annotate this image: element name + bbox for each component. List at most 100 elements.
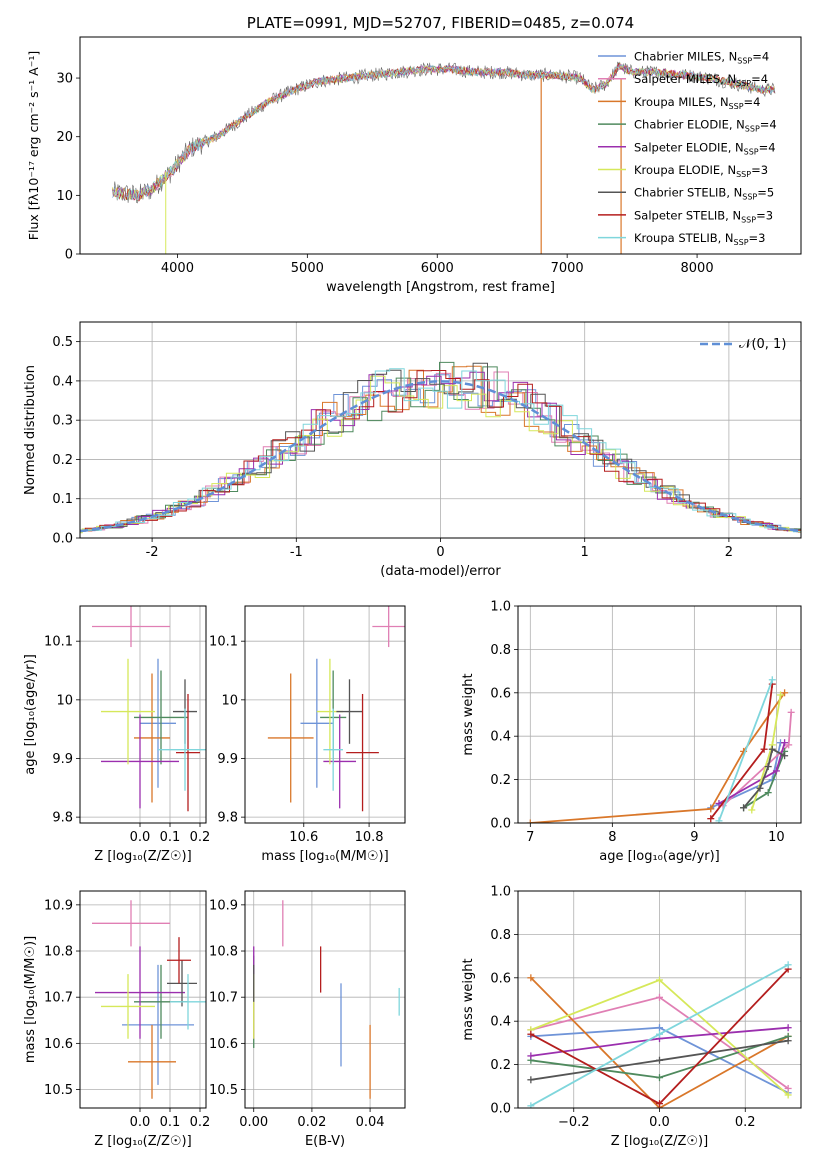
x-tick-label: 10.8 — [355, 830, 384, 845]
legend-label-sub: SSP — [736, 79, 751, 88]
y-tick-label: 0.4 — [490, 730, 511, 745]
legend-label: Salpeter STELIB, NSSP=3 — [634, 208, 773, 224]
axes-frame — [517, 890, 802, 1109]
x-tick-label: 10.6 — [289, 830, 318, 845]
y-tick-label: 0.0 — [490, 1102, 511, 1117]
x-axis-label: age [log₁₀(age/yr)] — [599, 849, 720, 864]
legend-label: Kroupa STELIB, NSSP=3 — [634, 231, 765, 247]
y-tick-label: 10.7 — [44, 991, 73, 1006]
y-tick-label: 10.1 — [44, 635, 73, 650]
legend-label-name: Chabrier MILES, N — [634, 50, 737, 64]
y-axis-label: Normed distribution — [23, 365, 38, 495]
y-tick-label: 10.6 — [44, 1037, 73, 1052]
plot-area-age-vs-mass — [267, 606, 405, 812]
x-tick-label: 6000 — [421, 261, 454, 276]
y-tick-label: 0.3 — [52, 414, 73, 429]
plot-area-mass-vs-EBV — [253, 900, 400, 1099]
y-tick-label: 10 — [56, 189, 73, 204]
y-tick-label: 10.9 — [44, 898, 73, 913]
x-tick-label: 7000 — [551, 261, 584, 276]
x-axis-label: mass [log₁₀(M/M☉)] — [261, 849, 388, 864]
axes-frame — [79, 890, 207, 1109]
y-tick-label: 10 — [221, 693, 238, 708]
x-axis-label: wavelength [Angstrom, rest frame] — [326, 280, 555, 295]
y-tick-label: 9.9 — [217, 752, 238, 767]
legend-label-name: Salpeter MILES, N — [634, 72, 736, 86]
legend-label: 𝒩(0, 1) — [739, 337, 786, 352]
y-tick-label: 10.1 — [209, 635, 238, 650]
y-tick-label: 0.2 — [490, 1058, 511, 1073]
y-tick-label: 0.8 — [490, 643, 511, 658]
legend-label-sub: SSP — [744, 147, 759, 156]
normal-curve — [80, 380, 801, 533]
y-tick-label: 0.4 — [490, 1015, 511, 1030]
legend-label-suffix: =4 — [752, 50, 769, 64]
y-tick-label: 0.6 — [490, 971, 511, 986]
panel-age-vs-Z: 0.0 0.1 0.2 9.8 9.9 10 10.1 Z [log₁₀(Z/Z☉)] age … — [23, 605, 211, 864]
x-tick-label: 0.2 — [190, 1115, 211, 1130]
y-tick-label: 10.8 — [44, 945, 73, 960]
weight-line — [530, 692, 786, 823]
legend-label: Chabrier STELIB, NSSP=5 — [634, 186, 774, 202]
legend-label-sub: SSP — [737, 57, 752, 66]
plot-area-age-vs-Z — [92, 606, 206, 812]
y-tick-label: 0.8 — [490, 928, 511, 943]
y-tick-label: 10 — [56, 693, 73, 708]
weight-line — [530, 977, 789, 1108]
legend-label-suffix: =5 — [757, 186, 774, 200]
weight-line — [718, 679, 774, 822]
legend-label: Chabrier MILES, NSSP=4 — [634, 50, 769, 66]
x-axis-label: Z [log₁₀(Z/Z☉)] — [611, 1134, 708, 1149]
panel-residuals: -2 -1 0 1 2 0.0 0.1 0.2 0.3 0.4 0.5 (data-model)/er… — [23, 321, 802, 579]
legend-label-name: Chabrier STELIB, N — [634, 186, 742, 200]
x-tick-label: 5000 — [291, 261, 324, 276]
axes-frame — [244, 605, 406, 824]
y-tick-label: 10.8 — [209, 945, 238, 960]
x-tick-label: 0.2 — [735, 1115, 756, 1130]
weight-line — [742, 747, 786, 809]
x-tick-label: 0.0 — [649, 1115, 670, 1130]
y-tick-label: 1.0 — [490, 600, 511, 615]
x-tick-label: 0.0 — [130, 1115, 151, 1130]
legend-label-suffix: =3 — [749, 231, 766, 245]
x-tick-label: 8 — [608, 830, 616, 845]
plot-area-mass-vs-Z — [92, 900, 206, 1099]
y-tick-label: 0.2 — [490, 773, 511, 788]
panel-age-vs-mass: 10.6 10.8 9.8 9.9 10 10.1 mass [log₁₀(M/M☉)] — [209, 605, 406, 864]
axes-frame — [517, 605, 802, 824]
legend-label-sub: SSP — [736, 170, 751, 179]
x-tick-label: 0.2 — [190, 830, 211, 845]
y-tick-label: 10.5 — [44, 1083, 73, 1098]
legend-label-name: Chabrier ELODIE, N — [634, 118, 745, 132]
legend-label-name: Kroupa ELODIE, N — [634, 163, 736, 177]
x-tick-label: 0.04 — [356, 1115, 385, 1130]
panel-spectrum: 4000 5000 6000 7000 8000 0 10 20 30 wavelength [A… — [26, 14, 802, 295]
legend-label-suffix: =4 — [760, 118, 777, 132]
y-tick-label: 0 — [65, 248, 73, 263]
x-tick-label: 0.0 — [130, 830, 151, 845]
legend-label: Salpeter MILES, NSSP=4 — [634, 72, 768, 88]
x-axis-label: Z [log₁₀(Z/Z☉)] — [94, 849, 191, 864]
x-tick-label: −0.2 — [558, 1115, 590, 1130]
y-tick-label: 0.4 — [52, 374, 73, 389]
x-tick-label: 0 — [436, 545, 444, 560]
panel-weight-vs-Z: −0.2 0.0 0.2 0.0 0.2 0.4 0.6 0.8 1.0 Z [log₁₀(Z/Z… — [461, 885, 802, 1149]
x-axis-label: E(B-V) — [305, 1134, 345, 1149]
x-tick-label: 4000 — [161, 261, 194, 276]
legend-label-suffix: =4 — [744, 95, 761, 109]
panel-weight-vs-age: 7 8 9 10 0.0 0.2 0.4 0.6 0.8 1.0 age [log₁₀(age/yr… — [461, 600, 802, 864]
legend-label-name: Kroupa MILES, N — [634, 95, 729, 109]
y-tick-label: 10.7 — [209, 991, 238, 1006]
plot-area-weight-vs-age — [526, 676, 795, 823]
chart-title: PLATE=0991, MJD=52707, FIBERID=0485, z=0… — [247, 14, 634, 32]
axes-frame — [79, 321, 802, 539]
y-tick-label: 9.9 — [52, 752, 73, 767]
y-axis-label: mass [log₁₀(M/M☉)] — [23, 936, 38, 1063]
y-axis-label: mass weight — [461, 673, 476, 755]
legend-label: Salpeter ELODIE, NSSP=4 — [634, 140, 776, 156]
y-tick-label: 0.5 — [52, 335, 73, 350]
x-tick-label: 1 — [581, 545, 589, 560]
y-tick-label: 1.0 — [490, 885, 511, 900]
